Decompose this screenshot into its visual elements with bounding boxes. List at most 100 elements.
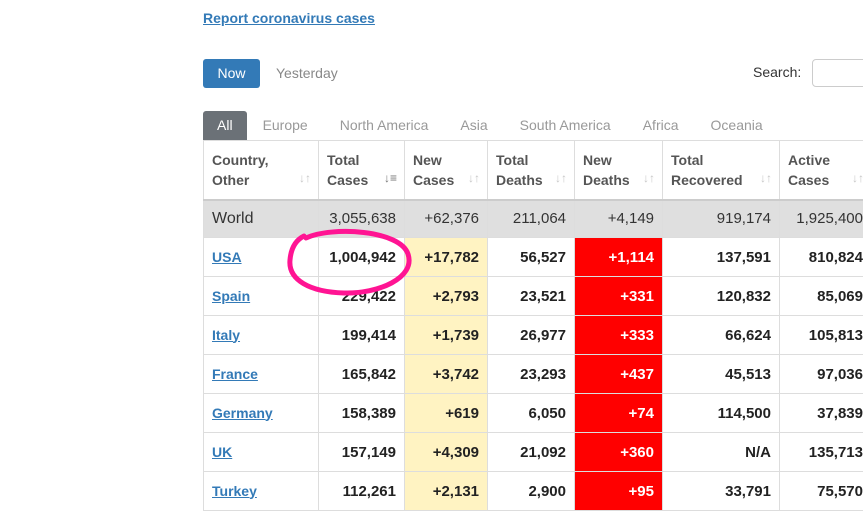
active-cases-cell: 37,839 [780, 394, 863, 433]
search-input[interactable] [812, 59, 863, 87]
col-label-line1: Total [327, 152, 359, 168]
active-cases-cell: 85,069 [780, 277, 863, 316]
total-recovered-cell: 66,624 [663, 316, 780, 355]
country-link[interactable]: Germany [212, 405, 273, 421]
country-link[interactable]: UK [212, 444, 232, 460]
world-new-cases: +62,376 [405, 200, 488, 238]
world-total-deaths: 211,064 [488, 200, 575, 238]
col-label-line2: Recovered [671, 172, 743, 188]
col-label-line1: Total [671, 152, 703, 168]
col-label-line2: Other [212, 172, 249, 188]
col-label-line2: Cases [413, 172, 454, 188]
total-deaths-cell: 23,521 [488, 277, 575, 316]
world-active-cases: 1,925,400 [780, 200, 863, 238]
new-deaths-cell: +437 [575, 355, 663, 394]
new-cases-cell: +2,131 [405, 472, 488, 511]
country-cell: France [204, 355, 319, 394]
sort-icon: ↓↑ [852, 168, 863, 188]
total-recovered-cell: 33,791 [663, 472, 780, 511]
country-cell: UK [204, 433, 319, 472]
table-row: Spain 229,422 +2,793 23,521 +331 120,832… [204, 277, 863, 316]
col-label-line1: Country, [212, 152, 269, 168]
col-label-line1: Total [496, 152, 528, 168]
col-total-cases[interactable]: Total Cases ↓≡ [319, 141, 405, 200]
now-button[interactable]: Now [203, 59, 260, 88]
country-cell: Spain [204, 277, 319, 316]
total-cases-cell: 112,261 [319, 472, 405, 511]
col-total-recovered[interactable]: Total Recovered ↓↑ [663, 141, 780, 200]
country-link[interactable]: Spain [212, 288, 250, 304]
country-link[interactable]: France [212, 366, 258, 382]
new-deaths-cell: +1,114 [575, 238, 663, 277]
world-total-row: World 3,055,638 +62,376 211,064 +4,149 9… [204, 200, 863, 238]
total-recovered-cell: 120,832 [663, 277, 780, 316]
col-label-line2: Deaths [583, 172, 630, 188]
report-cases-link[interactable]: Report coronavirus cases [203, 10, 375, 26]
tab-asia[interactable]: Asia [444, 111, 503, 140]
region-tabs: All Europe North America Asia South Amer… [203, 111, 779, 140]
col-label-line1: New [413, 152, 442, 168]
col-country[interactable]: Country, Other ↓↑ [204, 141, 319, 200]
new-cases-cell: +17,782 [405, 238, 488, 277]
col-new-cases[interactable]: New Cases ↓↑ [405, 141, 488, 200]
active-cases-cell: 105,813 [780, 316, 863, 355]
tab-europe[interactable]: Europe [247, 111, 324, 140]
col-label-line2: Cases [327, 172, 368, 188]
total-cases-cell: 199,414 [319, 316, 405, 355]
total-cases-cell: 165,842 [319, 355, 405, 394]
sort-icon: ↓↑ [760, 168, 772, 188]
total-deaths-cell: 26,977 [488, 316, 575, 355]
active-cases-cell: 135,713 [780, 433, 863, 472]
total-cases-cell: 157,149 [319, 433, 405, 472]
active-cases-cell: 75,570 [780, 472, 863, 511]
new-cases-cell: +1,739 [405, 316, 488, 355]
total-recovered-cell: 45,513 [663, 355, 780, 394]
table-row: USA 1,004,942 +17,782 56,527 +1,114 137,… [204, 238, 863, 277]
country-cell: Germany [204, 394, 319, 433]
sort-desc-icon: ↓≡ [384, 168, 397, 188]
table-row: Italy 199,414 +1,739 26,977 +333 66,624 … [204, 316, 863, 355]
col-label-line2: Deaths [496, 172, 543, 188]
country-link[interactable]: Turkey [212, 483, 257, 499]
new-cases-cell: +4,309 [405, 433, 488, 472]
new-cases-cell: +2,793 [405, 277, 488, 316]
tab-north-america[interactable]: North America [324, 111, 445, 140]
active-cases-cell: 97,036 [780, 355, 863, 394]
total-deaths-cell: 6,050 [488, 394, 575, 433]
country-cell: Turkey [204, 472, 319, 511]
sort-icon: ↓↑ [468, 168, 480, 188]
sort-icon: ↓↑ [555, 168, 567, 188]
col-label-line1: New [583, 152, 612, 168]
total-recovered-cell: N/A [663, 433, 780, 472]
country-link[interactable]: USA [212, 249, 242, 265]
total-cases-cell: 158,389 [319, 394, 405, 433]
col-total-deaths[interactable]: Total Deaths ↓↑ [488, 141, 575, 200]
yesterday-button[interactable]: Yesterday [268, 59, 346, 88]
tab-africa[interactable]: Africa [627, 111, 695, 140]
world-label: World [204, 200, 319, 238]
total-deaths-cell: 21,092 [488, 433, 575, 472]
new-deaths-cell: +331 [575, 277, 663, 316]
new-cases-cell: +3,742 [405, 355, 488, 394]
sort-icon: ↓↑ [299, 168, 311, 188]
world-total-cases: 3,055,638 [319, 200, 405, 238]
tab-oceania[interactable]: Oceania [695, 111, 779, 140]
total-cases-cell: 229,422 [319, 277, 405, 316]
total-deaths-cell: 56,527 [488, 238, 575, 277]
tab-south-america[interactable]: South America [504, 111, 627, 140]
tab-all[interactable]: All [203, 111, 247, 140]
col-label-line1: Active [788, 152, 830, 168]
total-deaths-cell: 2,900 [488, 472, 575, 511]
total-recovered-cell: 137,591 [663, 238, 780, 277]
world-total-recovered: 919,174 [663, 200, 780, 238]
table-row: Turkey 112,261 +2,131 2,900 +95 33,791 7… [204, 472, 863, 511]
new-cases-cell: +619 [405, 394, 488, 433]
world-new-deaths: +4,149 [575, 200, 663, 238]
table-row: Germany 158,389 +619 6,050 +74 114,500 3… [204, 394, 863, 433]
new-deaths-cell: +95 [575, 472, 663, 511]
country-link[interactable]: Italy [212, 327, 240, 343]
